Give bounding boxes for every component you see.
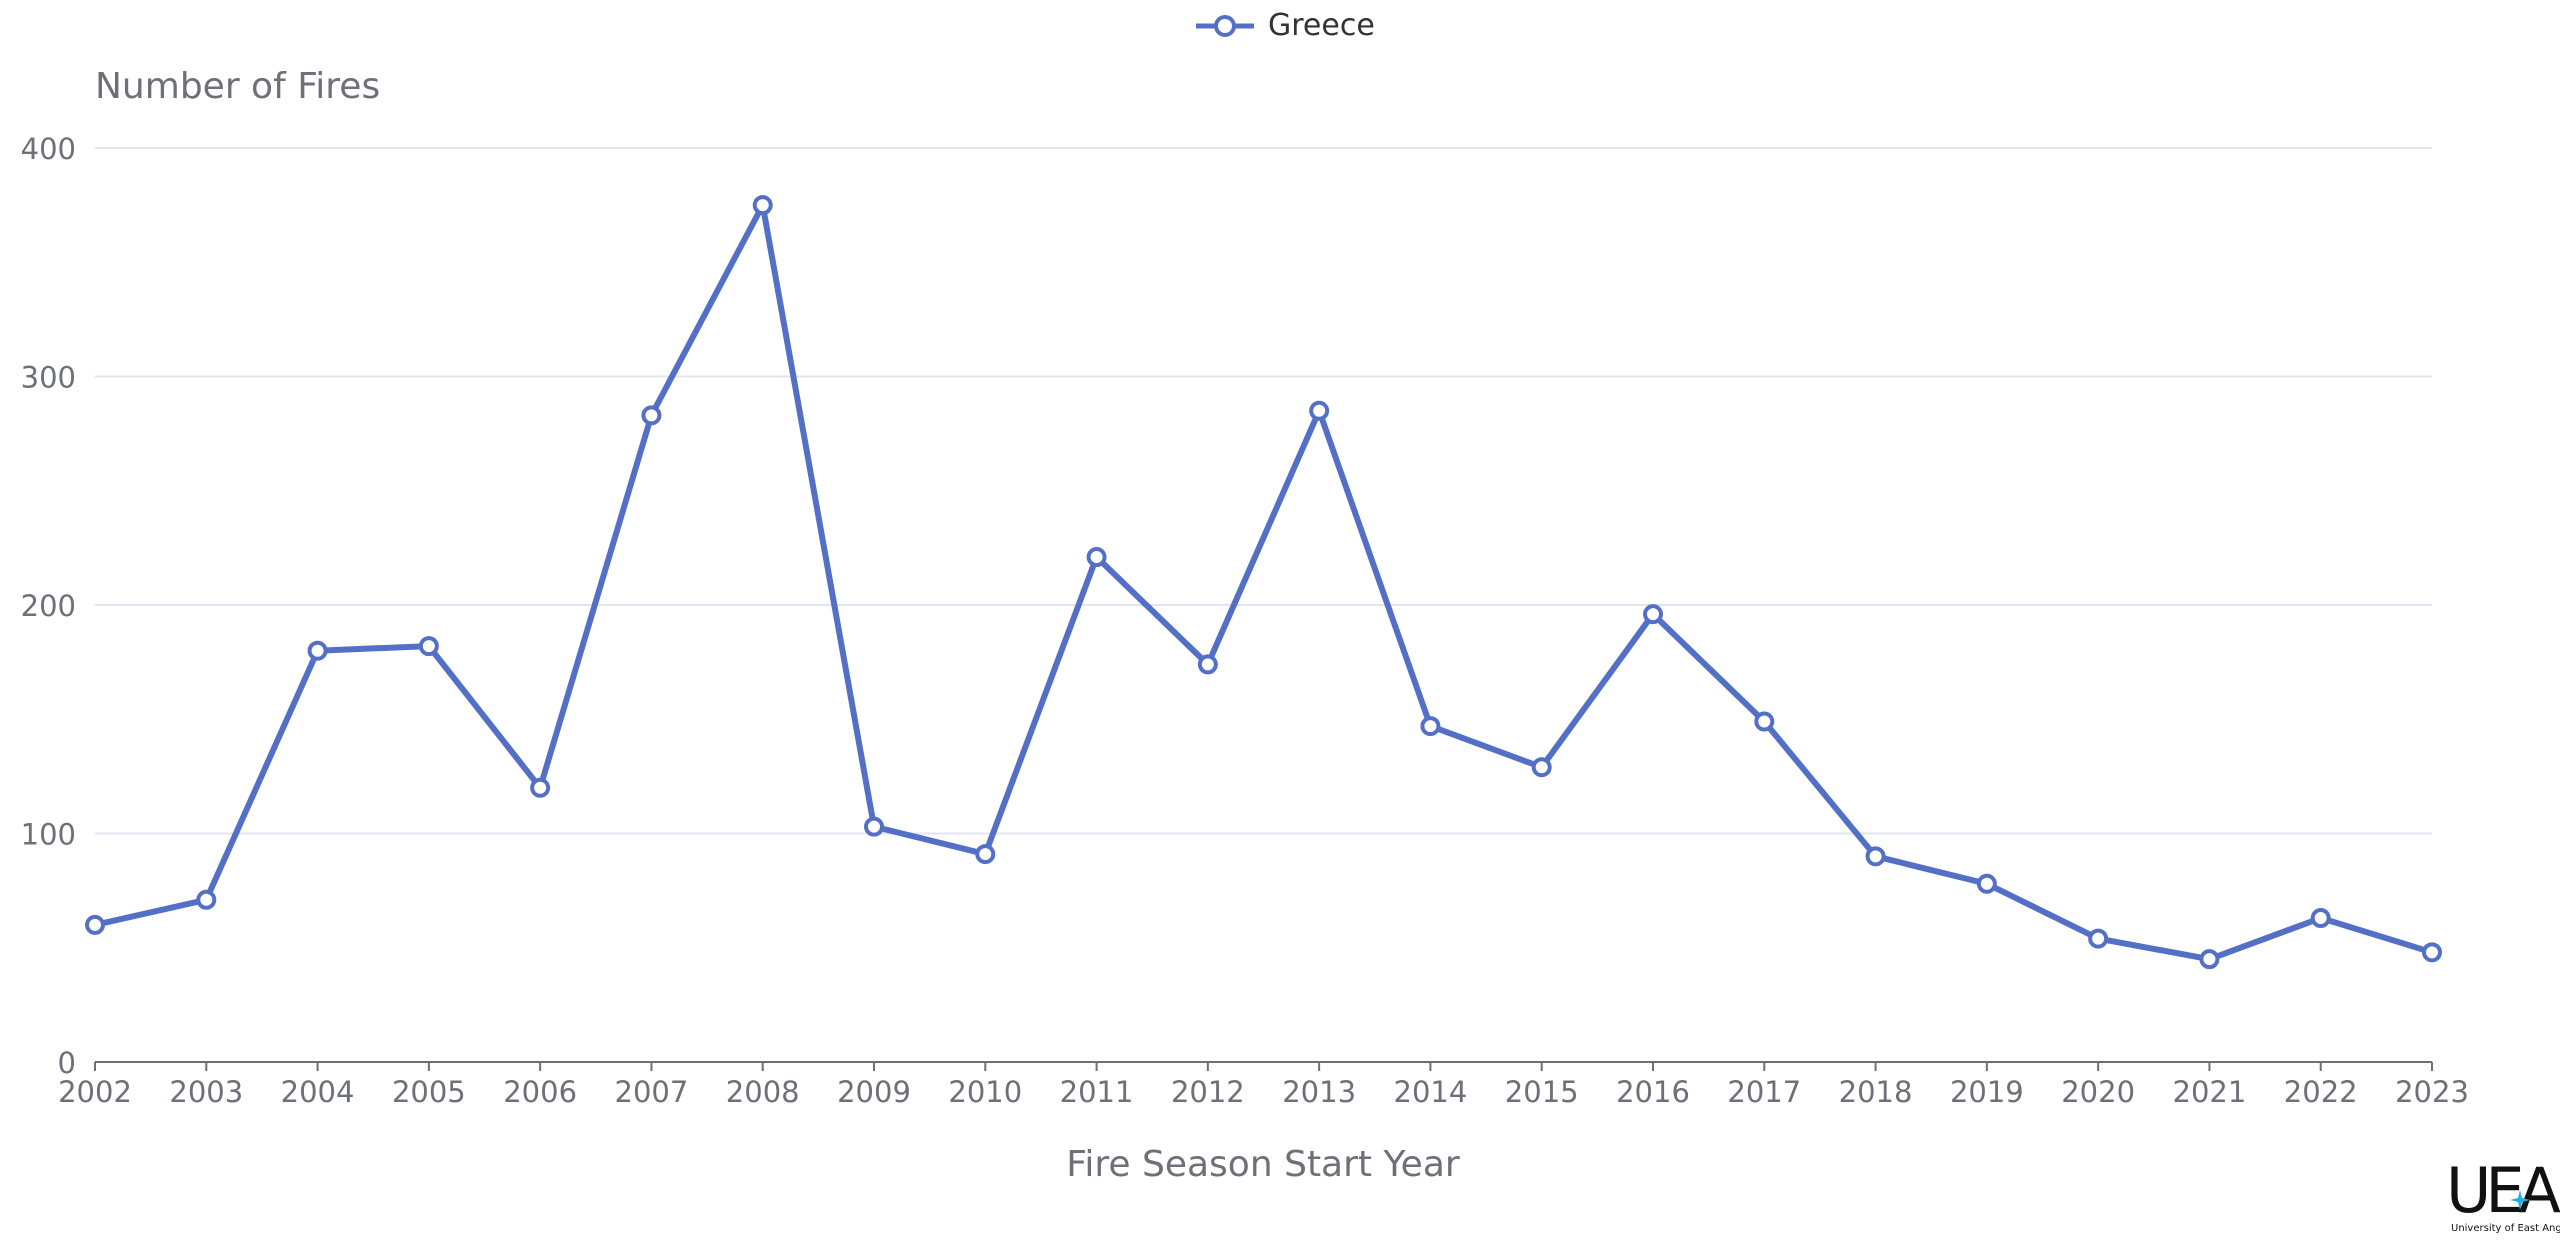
data-point[interactable] bbox=[1643, 604, 1663, 625]
y-axis-title: Number of Fires bbox=[95, 66, 380, 107]
legend-label: Greece bbox=[1268, 8, 1375, 43]
data-point[interactable] bbox=[1309, 400, 1330, 421]
data-point[interactable] bbox=[2088, 928, 2109, 949]
data-point[interactable] bbox=[1976, 873, 1997, 894]
x-tick-label: 2023 bbox=[2395, 1075, 2469, 1109]
grid-lines bbox=[95, 147, 2432, 835]
data-point[interactable] bbox=[1086, 547, 1107, 568]
x-tick-label: 2019 bbox=[1950, 1075, 2024, 1109]
x-tick-label: 2009 bbox=[837, 1075, 911, 1109]
data-point[interactable] bbox=[85, 914, 105, 935]
data-point[interactable] bbox=[418, 636, 439, 657]
x-tick-label: 2017 bbox=[1727, 1075, 1801, 1109]
x-tick-label: 2016 bbox=[1616, 1075, 1690, 1109]
series-lines bbox=[92, 202, 2435, 963]
uea-logo: UEA University of East Anglia bbox=[2446, 1154, 2560, 1234]
data-point[interactable] bbox=[2199, 949, 2220, 970]
y-axis-tick-labels: 0 100 200 300 400 bbox=[21, 132, 76, 1080]
x-tick-label: 2003 bbox=[169, 1075, 243, 1109]
x-axis-title: Fire Season Start Year bbox=[1066, 1144, 1460, 1185]
x-tick-label: 2010 bbox=[948, 1075, 1022, 1109]
data-point[interactable] bbox=[641, 405, 662, 426]
x-tick-label: 2020 bbox=[2061, 1075, 2135, 1109]
data-point[interactable] bbox=[1197, 654, 1218, 675]
x-tick-label: 2013 bbox=[1282, 1075, 1356, 1109]
x-tick-label: 2012 bbox=[1171, 1075, 1245, 1109]
y-tick-label: 200 bbox=[21, 589, 76, 623]
y-tick-label: 400 bbox=[21, 132, 76, 166]
data-point[interactable] bbox=[1865, 846, 1886, 867]
x-tick-label: 2018 bbox=[1839, 1075, 1913, 1109]
data-point[interactable] bbox=[2310, 908, 2331, 929]
data-point[interactable] bbox=[2422, 942, 2442, 963]
x-tick-label: 2002 bbox=[58, 1075, 132, 1109]
legend-marker bbox=[1214, 15, 1236, 37]
data-point[interactable] bbox=[975, 844, 996, 865]
logo-text: University of East Anglia bbox=[2451, 1223, 2560, 1234]
y-tick-label: 300 bbox=[21, 361, 76, 395]
y-tick-label: 100 bbox=[21, 818, 76, 852]
legend[interactable]: Greece bbox=[1196, 8, 1375, 43]
data-point[interactable] bbox=[530, 777, 551, 798]
data-point[interactable] bbox=[196, 889, 217, 910]
x-tick-label: 2015 bbox=[1505, 1075, 1579, 1109]
x-tick-label: 2011 bbox=[1060, 1075, 1134, 1109]
x-axis-tick-labels: 2002 2003 2004 2005 2006 2007 2008 2009 2010 2011… bbox=[58, 1075, 2469, 1109]
data-point[interactable] bbox=[307, 640, 328, 661]
data-point[interactable] bbox=[1754, 711, 1775, 732]
x-axis bbox=[94, 1061, 2433, 1071]
x-tick-label: 2006 bbox=[503, 1075, 577, 1109]
x-tick-label: 2007 bbox=[615, 1075, 689, 1109]
data-point[interactable] bbox=[752, 195, 773, 216]
logo-mark: UEA bbox=[2446, 1154, 2560, 1227]
data-point[interactable] bbox=[1531, 757, 1552, 778]
x-tick-label: 2022 bbox=[2284, 1075, 2358, 1109]
data-point[interactable] bbox=[864, 816, 884, 837]
x-tick-label: 2004 bbox=[281, 1075, 355, 1109]
series-line-greece bbox=[92, 202, 2435, 963]
x-tick-label: 2014 bbox=[1394, 1075, 1468, 1109]
x-tick-label: 2005 bbox=[392, 1075, 466, 1109]
x-tick-label: 2021 bbox=[2173, 1075, 2247, 1109]
series-points bbox=[85, 195, 2442, 970]
x-tick-label: 2008 bbox=[726, 1075, 800, 1109]
data-point[interactable] bbox=[1420, 716, 1441, 737]
y-tick-label: 0 bbox=[58, 1046, 76, 1080]
logo-star-icon bbox=[2510, 1190, 2530, 1210]
